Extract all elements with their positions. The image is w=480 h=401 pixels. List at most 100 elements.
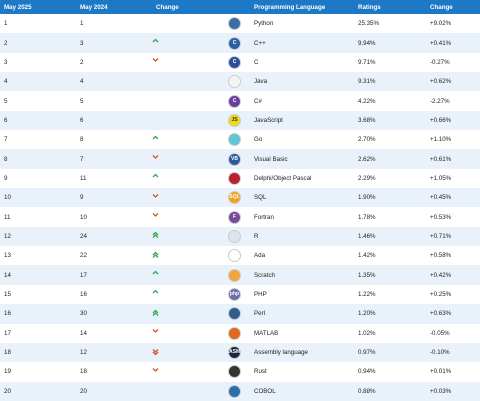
language-logo-cell: JS [226,111,254,130]
rating-change: +9.02% [430,20,452,28]
php-icon: php [228,287,241,301]
fortran-icon: F [228,210,241,224]
rank-change [152,343,226,362]
rank-change [152,149,226,168]
language-logo-cell: F [226,207,254,226]
cobol-icon [228,384,241,398]
rank-2024: 11 [80,174,87,182]
table-row: 10 9 SQL SQL 1.90% +0.45% [0,188,480,208]
rating-value: 1.90% [358,194,376,202]
rank-change [152,304,226,323]
language-name[interactable]: Assembly language [254,349,309,357]
rating-change: +0.63% [430,310,452,318]
rating-change: +0.61% [430,155,452,163]
table-row: 18 12 ASM Assembly language 0.97% -0.10% [0,342,480,363]
table-row: 3 2 C C 9.71% -0.27% [0,52,480,73]
rank-change [152,169,226,188]
language-logo-cell: SQL [226,188,254,207]
language-name[interactable]: C [254,58,259,66]
table-row: 14 17 Scratch 1.35% +0.42% [0,265,480,285]
language-name[interactable]: Ada [254,252,266,260]
rank-2025: 1 [4,20,8,28]
rank-change [152,285,226,304]
table-row: 8 7 VB Visual Basic 2.62% +0.61% [0,149,480,169]
sql-icon: SQL [228,191,241,205]
rank-2024: 5 [80,97,84,105]
rank-change [152,53,226,72]
rating-change: +0.45% [430,194,452,202]
rank-2024: 2 [80,58,84,66]
rating-change: +0.03% [430,387,452,395]
rating-value: 3.68% [358,116,376,124]
language-name[interactable]: Delphi/Object Pascal [254,174,312,182]
table-row: 13 22 Ada 1.42% +0.58% [0,246,480,266]
language-logo-cell: VB [226,149,254,168]
language-logo-cell [226,14,254,33]
rank-2024: 20 [80,387,87,395]
rank-change [152,265,226,284]
rating-value: 1.22% [358,290,376,298]
language-name[interactable]: Go [254,136,263,144]
matlab-icon [228,326,241,340]
rank-change [152,14,226,33]
rank-change [152,207,226,226]
rank-2024: 17 [80,271,87,279]
rank-2024: 1 [80,20,84,28]
language-name[interactable]: Python [254,20,274,28]
table-row: 1 1 Python 25.35% +9.02% [0,14,480,34]
header-ratings-change[interactable]: Change [430,3,453,11]
rating-value: 25.35% [358,20,379,28]
rating-change: +0.41% [430,39,452,47]
perl-icon [228,307,241,321]
rank-2024: 10 [80,213,87,221]
go-icon [228,133,241,147]
language-logo-cell [226,246,254,265]
header-ratings[interactable]: Ratings [358,3,381,11]
rating-change: +0.66% [430,116,452,124]
rank-2025: 15 [4,290,11,298]
language-name[interactable]: R [254,232,259,240]
rank-change [152,72,226,91]
double-arrow-down-icon [152,348,159,358]
language-name[interactable]: JavaScript [254,116,283,124]
rating-value: 1.42% [358,252,376,260]
arrow-up-icon [152,173,159,183]
rating-change: +0.71% [430,232,452,240]
double-arrow-up-icon [152,251,159,261]
language-name[interactable]: COBOL [254,387,276,395]
rank-2025: 5 [4,97,8,105]
language-name[interactable]: C# [254,97,262,105]
language-name[interactable]: Fortran [254,213,274,221]
rating-value: 2.70% [358,136,376,144]
language-name[interactable]: Rust [254,368,267,376]
language-name[interactable]: SQL [254,194,267,202]
rating-change: +0.62% [430,78,452,86]
table-row: 6 6 JS JavaScript 3.68% +0.66% [0,110,480,131]
language-name[interactable]: Visual Basic [254,155,288,163]
language-name[interactable]: Java [254,78,268,86]
header-may-2025[interactable]: May 2025 [4,3,32,11]
rank-2024: 24 [80,232,87,240]
language-name[interactable]: Perl [254,310,266,318]
table-header-row: May 2025 May 2024 Change Programming Lan… [0,0,480,14]
rank-2025: 9 [4,174,8,182]
language-name[interactable]: Scratch [254,271,275,279]
header-change[interactable]: Change [156,3,179,11]
rust-icon [228,365,241,379]
rank-2024: 6 [80,116,84,124]
rank-2025: 4 [4,78,8,86]
arrow-down-icon [152,328,159,338]
language-name[interactable]: C++ [254,39,266,47]
language-logo-cell [226,324,254,343]
arrow-down-icon [152,154,159,164]
language-name[interactable]: MATLAB [254,329,279,337]
csharp-icon: C [228,94,241,108]
arrow-up-icon [152,38,159,48]
table-row: 11 10 F Fortran 1.78% +0.53% [0,207,480,227]
rank-2025: 12 [4,232,11,240]
language-name[interactable]: PHP [254,290,267,298]
header-programming-language[interactable]: Programming Language [254,3,326,11]
visual-basic-icon: VB [228,152,241,166]
header-may-2024[interactable]: May 2024 [80,3,108,11]
